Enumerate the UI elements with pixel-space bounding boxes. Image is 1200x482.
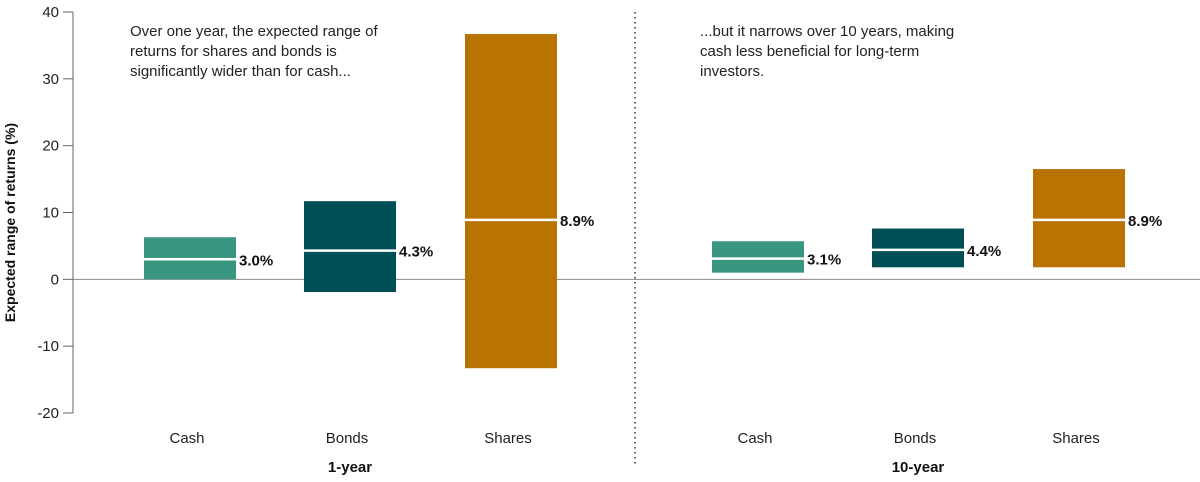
y-tick-label: -20 — [37, 405, 59, 422]
y-tick-label: 40 — [42, 4, 59, 21]
range-bar-1-year-bonds — [304, 201, 396, 293]
y-axis: 40 30 20 10 0 -10 -20 Expected range of returns… — [2, 4, 1200, 464]
range-bar-10-year-cash — [712, 241, 804, 273]
value-label-10-year-shares: 8.9% — [1128, 213, 1162, 230]
y-tick-label: 10 — [42, 205, 59, 222]
category-label-shares: Shares — [484, 430, 532, 447]
labels: 3.0% Cash 4.3% Bonds 8.9% Shares 1-year 3.1% Cas… — [169, 213, 1162, 476]
category-label-bonds: Bonds — [326, 430, 369, 447]
value-label-10-year-bonds: 4.4% — [967, 243, 1001, 260]
value-label-1-year-bonds: 4.3% — [399, 244, 433, 261]
y-tick-label: -10 — [37, 338, 59, 355]
value-label-1-year-cash: 3.0% — [239, 252, 273, 269]
y-axis-title: Expected range of returns (%) — [2, 123, 18, 322]
value-label-1-year-shares: 8.9% — [560, 213, 594, 230]
category-label-cash: Cash — [737, 430, 772, 447]
category-label-bonds: Bonds — [894, 430, 937, 447]
annotation-1-year: Over one year, the expected range of ret… — [130, 23, 378, 80]
range-bar-1-year-shares — [465, 34, 557, 369]
bars — [144, 34, 1125, 369]
y-tick-label: 30 — [42, 71, 59, 88]
group-label-10-year: 10-year — [892, 459, 945, 476]
y-tick-label: 20 — [42, 138, 59, 155]
range-bar-10-year-bonds — [872, 228, 964, 268]
y-tick-label: 0 — [51, 271, 59, 288]
value-label-10-year-cash: 3.1% — [807, 252, 841, 269]
category-label-cash: Cash — [169, 430, 204, 447]
group-label-1-year: 1-year — [328, 459, 372, 476]
annotation-10-year: ...but it narrows over 10 years, making … — [700, 23, 955, 80]
range-bar-10-year-shares — [1033, 169, 1125, 268]
category-label-shares: Shares — [1052, 430, 1100, 447]
